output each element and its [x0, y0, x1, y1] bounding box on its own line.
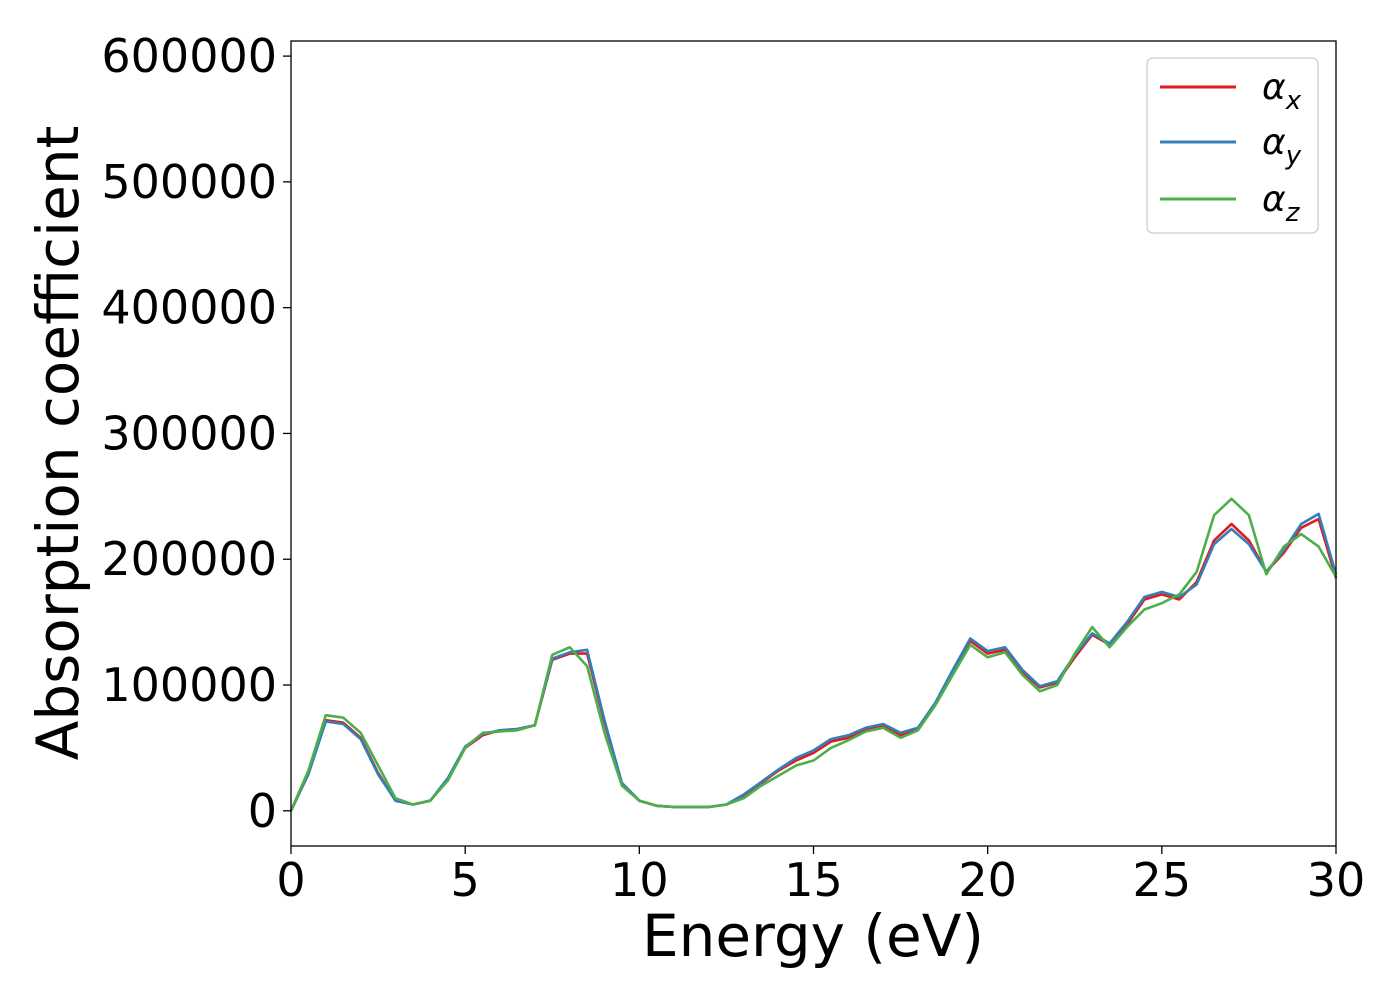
x-tick-label: 25 — [1133, 853, 1192, 907]
y-tick-label: 300000 — [101, 406, 277, 460]
y-tick-label: 200000 — [101, 532, 277, 586]
x-tick-label: 30 — [1307, 853, 1366, 907]
y-axis-label: Absorption coefficient — [24, 126, 92, 761]
x-axis: 0 5 10 15 20 25 30 — [276, 846, 1365, 907]
series-line-az — [289, 497, 1338, 812]
x-tick-label: 20 — [958, 853, 1017, 907]
y-tick-label: 0 — [248, 784, 277, 838]
x-tick-label: 0 — [276, 853, 305, 907]
legend: αx αy αz — [1146, 57, 1319, 234]
legend-label-ax: αx — [1262, 67, 1302, 116]
legend-box — [1146, 57, 1319, 234]
y-tick-label: 600000 — [101, 29, 277, 83]
x-tick-label: 10 — [610, 853, 669, 907]
y-tick-label: 500000 — [101, 155, 277, 209]
x-tick-label: 15 — [784, 853, 843, 907]
y-tick-label: 100000 — [101, 658, 277, 712]
plot-area — [289, 497, 1338, 812]
y-tick-label: 400000 — [101, 281, 277, 335]
series-line-ay — [289, 512, 1338, 812]
x-tick-label: 5 — [451, 853, 480, 907]
legend-label-az: αz — [1262, 179, 1301, 228]
x-axis-label: Energy (eV) — [642, 902, 984, 970]
y-axis: 0 100000 200000 300000 400000 500000 600000 — [101, 29, 291, 838]
series-line-ax — [289, 517, 1338, 812]
legend-label-ay: αy — [1262, 122, 1302, 171]
